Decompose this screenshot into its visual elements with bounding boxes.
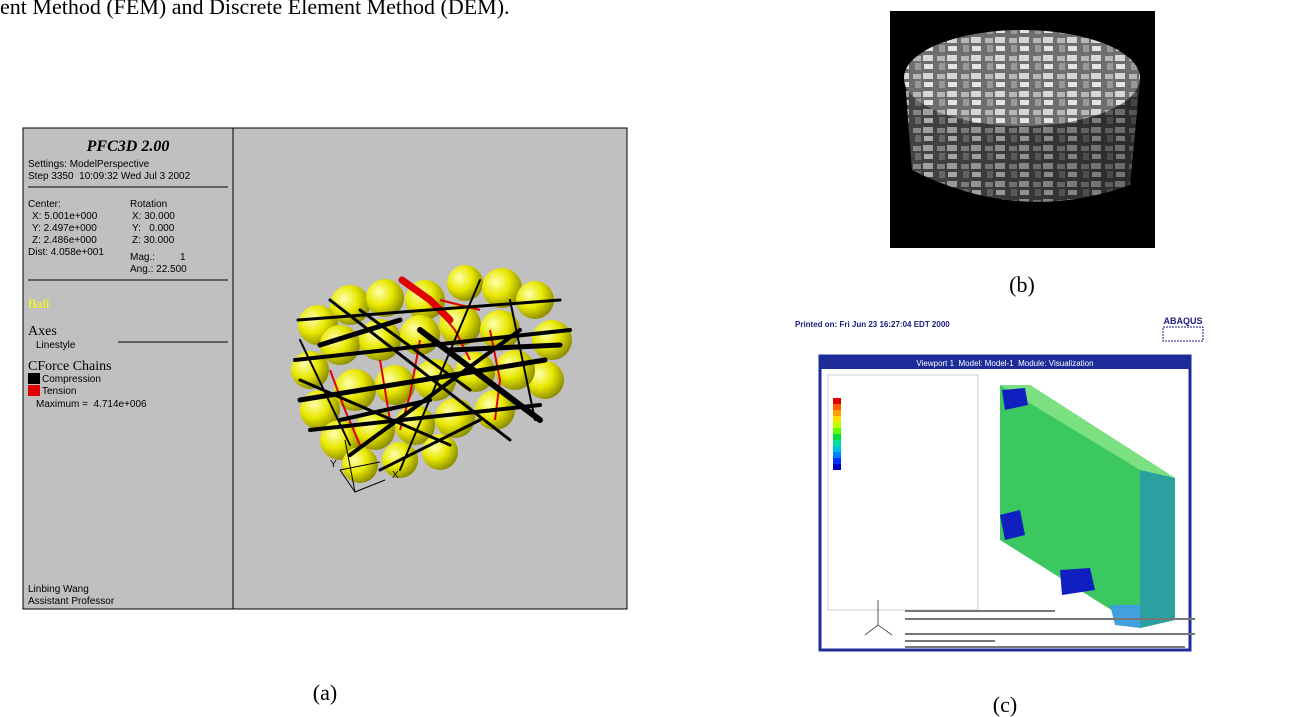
contour-legend [833, 398, 841, 470]
author: Linbing Wang [28, 584, 89, 595]
axes-label: Axes [28, 324, 57, 339]
figure-page: ent Method (FEM) and Discrete Element Me… [0, 0, 1307, 717]
force-chains: CForce Chains [28, 359, 112, 374]
compression-swatch [28, 373, 40, 384]
contour-legend-part [833, 398, 841, 404]
contour-legend-part [833, 440, 841, 446]
rotation-y: Y: 0.000 [132, 223, 175, 234]
position: Assistant Professor [28, 596, 115, 607]
center-y: Y: 2.497e+000 [32, 223, 97, 234]
printed-on: Printed on: Fri Jun 23 16:27:04 EDT 2000 [795, 320, 950, 329]
balls-part [495, 350, 535, 390]
pfc-title: PFC3D 2.00 [86, 138, 170, 155]
viewport-title: Viewport 1 Model: Model-1 Module: Visual… [916, 359, 1093, 368]
rotation-label: Rotation [130, 199, 167, 210]
info-text-lines-part [905, 618, 1195, 620]
figure-a: PFC3D 2.00 Settings: ModelPerspective St… [23, 128, 627, 705]
caption: (a) [313, 680, 337, 705]
ang: Ang.: 22.500 [130, 264, 187, 275]
center-z: Z: 2.486e+000 [32, 235, 97, 246]
balls-part [447, 265, 483, 301]
tension-swatch [28, 385, 40, 396]
info-text-lines-part [905, 633, 1195, 635]
contour-legend-part [833, 452, 841, 458]
contour-legend-part [833, 446, 841, 452]
contour-legend-part [833, 458, 841, 464]
header-text: ent Method (FEM) and Discrete Element Me… [0, 0, 510, 19]
logo-mark [1163, 327, 1203, 341]
contour-legend-part [833, 428, 841, 434]
caption: (c) [993, 692, 1017, 717]
balls-part [532, 320, 572, 360]
contour-legend-part [833, 434, 841, 440]
rotation-z: Z: 30.000 [132, 235, 175, 246]
figure-c: Printed on: Fri Jun 23 16:27:04 EDT 2000… [795, 316, 1203, 717]
info-text-lines-part [905, 610, 1055, 612]
linestyle: Linestyle [36, 340, 76, 351]
step: Step 3350 10:09:32 Wed Jul 3 2002 [28, 171, 191, 182]
ball-label: Ball [28, 296, 50, 311]
cylinder-top-light [904, 30, 1140, 126]
mag: Mag.: 1 [130, 252, 186, 263]
rotation-x: X: 30.000 [132, 211, 175, 222]
contour-legend-part [833, 464, 841, 470]
tension: Tension [42, 386, 76, 397]
contour-legend-part [833, 404, 841, 410]
contour-legend-part [833, 416, 841, 422]
info-text-lines-part [905, 640, 995, 642]
abaqus-logo: ABAQUS [1163, 316, 1202, 326]
axis-x-label: X [392, 470, 399, 481]
maximum: Maximum = 4.714e+006 [36, 399, 147, 410]
plate-side [1140, 470, 1175, 628]
contour-legend-part [833, 422, 841, 428]
dist: Dist: 4.058e+001 [28, 247, 104, 258]
contour-legend-part [833, 410, 841, 416]
caption: (b) [1009, 272, 1035, 297]
settings: Settings: ModelPerspective [28, 159, 150, 170]
axis-y-label: Y [330, 459, 337, 470]
center-x: X: 5.001e+000 [32, 211, 98, 222]
center-label: Center: [28, 199, 61, 210]
figure-b: (b) [890, 11, 1155, 297]
compression: Compression [42, 374, 101, 385]
info-text-lines-part [905, 646, 1185, 648]
